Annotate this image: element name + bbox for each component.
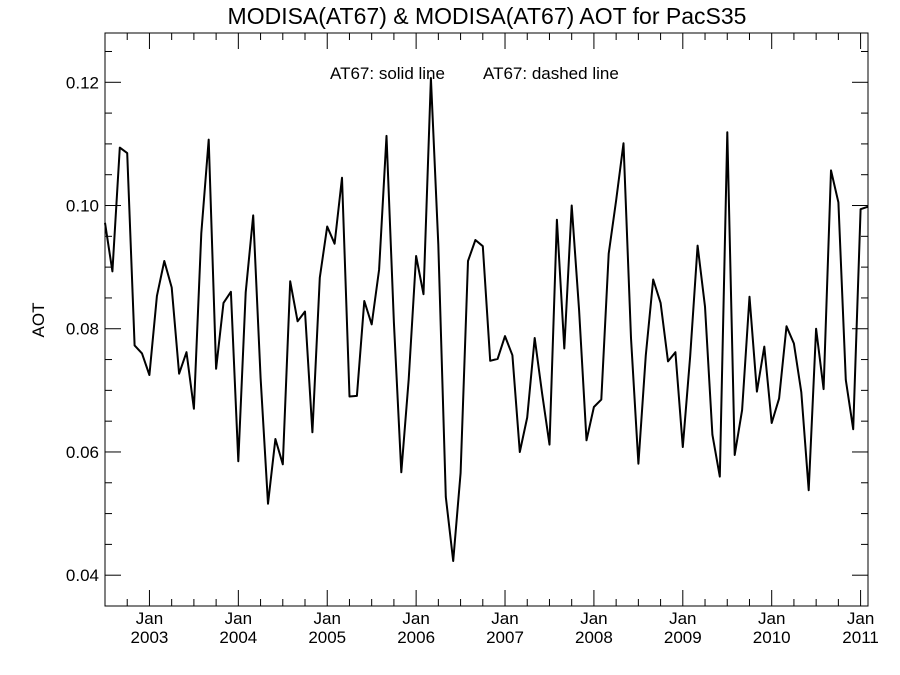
x-tick-month-label: Jan — [225, 609, 252, 628]
plot-frame — [104, 32, 869, 607]
x-tick-month-label: Jan — [580, 609, 607, 628]
y-tick-label: 0.10 — [66, 197, 99, 216]
x-tick-year-label: 2003 — [131, 628, 169, 647]
x-tick-month-label: Jan — [402, 609, 429, 628]
x-tick-month-label: Jan — [136, 609, 163, 628]
x-tick-year-label: 2008 — [575, 628, 613, 647]
y-tick-label: 0.08 — [66, 320, 99, 339]
chart-title: MODISA(AT67) & MODISA(AT67) AOT for PacS… — [228, 3, 747, 29]
x-axis-ticks: Jan2003Jan2004Jan2005Jan2006Jan2007Jan20… — [104, 33, 879, 647]
y-axis-label: AOT — [29, 303, 48, 338]
annotation-dashed-line: AT67: dashed line — [483, 64, 619, 83]
y-tick-label: 0.04 — [66, 566, 99, 585]
x-tick-year-label: 2010 — [753, 628, 791, 647]
x-tick-year-label: 2011 — [842, 628, 879, 647]
x-tick-year-label: 2009 — [664, 628, 702, 647]
x-tick-year-label: 2006 — [397, 628, 435, 647]
x-tick-month-label: Jan — [847, 609, 874, 628]
x-tick-year-label: 2005 — [308, 628, 346, 647]
x-tick-month-label: Jan — [669, 609, 696, 628]
x-tick-year-label: 2007 — [486, 628, 524, 647]
y-tick-label: 0.12 — [66, 73, 99, 92]
y-tick-label: 0.06 — [66, 443, 99, 462]
y-axis-ticks: 0.04 0.06 0.08 0.10 0.12 — [66, 50, 868, 607]
annotation-solid-line: AT67: solid line — [330, 64, 445, 83]
x-tick-year-label: 2004 — [219, 628, 257, 647]
series-layer — [104, 77, 869, 562]
x-tick-month-label: Jan — [314, 609, 341, 628]
series-line-solid — [104, 77, 869, 562]
x-tick-month-label: Jan — [758, 609, 785, 628]
x-tick-month-label: Jan — [491, 609, 518, 628]
